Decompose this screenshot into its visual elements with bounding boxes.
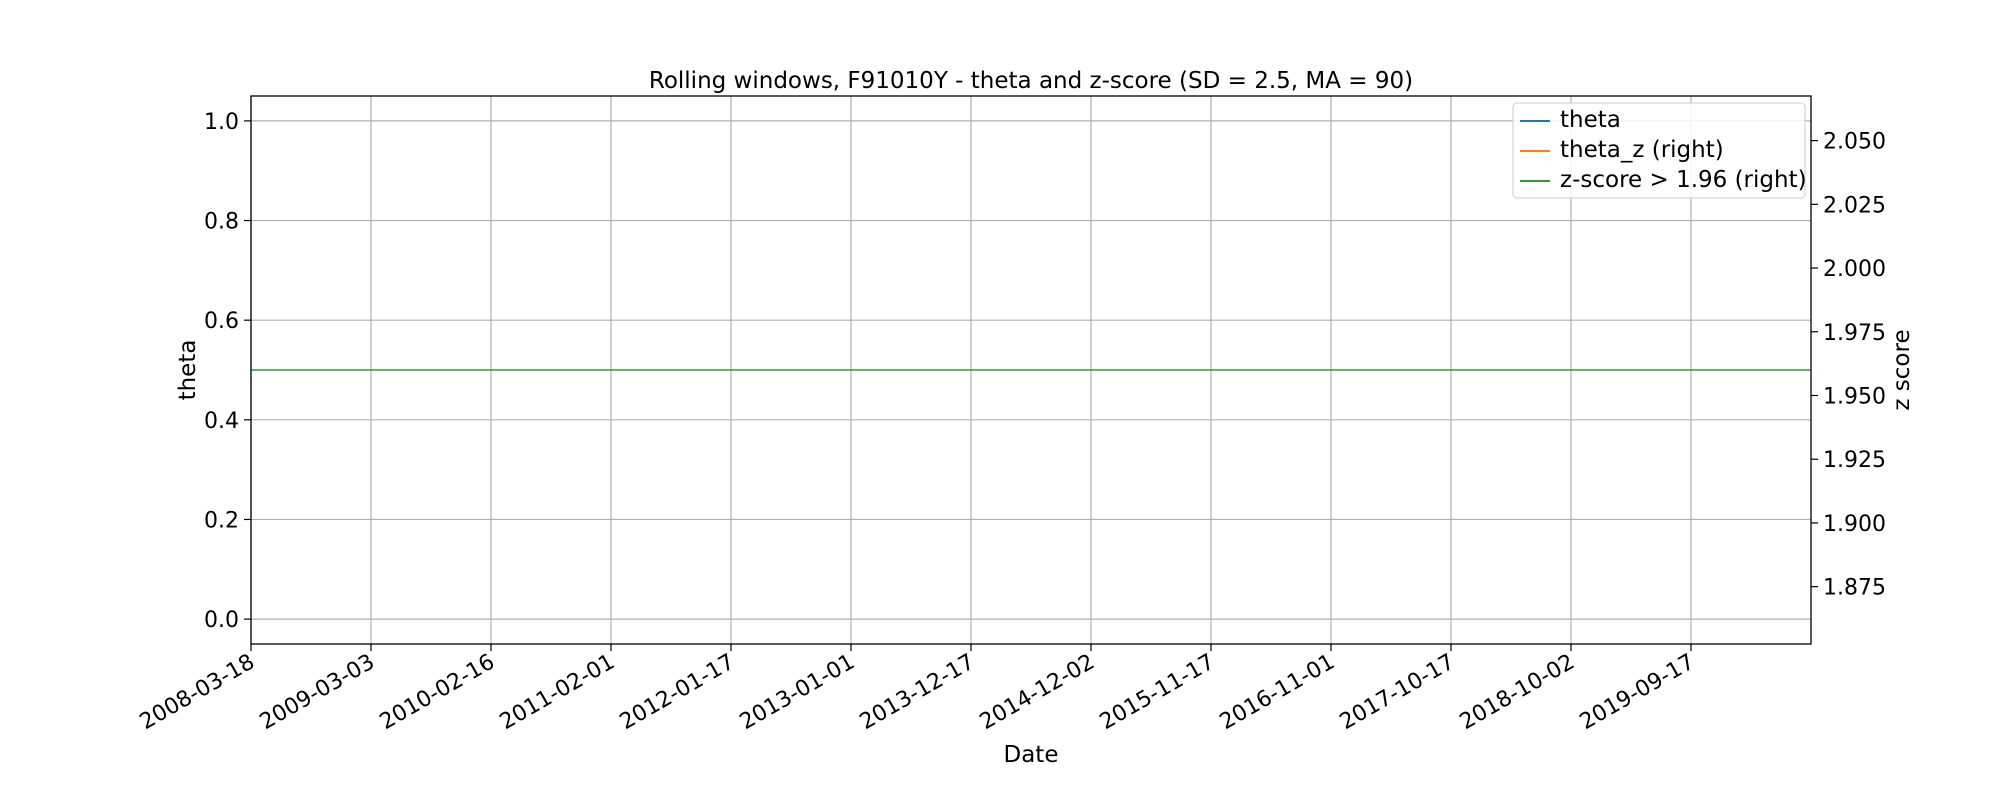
y-right-tick-label: 1.875 [1823, 576, 1886, 601]
y-right-tick-label: 1.975 [1823, 321, 1886, 346]
y-right-tick-label: 1.925 [1823, 448, 1886, 473]
x-tick-label: 2013-01-01 [736, 650, 859, 736]
y-tick-label: 1.0 [204, 110, 239, 135]
y-tick-label: 0.8 [204, 210, 239, 235]
y-right-tick-label: 2.000 [1823, 257, 1886, 282]
legend-box [1512, 102, 1806, 199]
y-right-tick-label: 1.900 [1823, 512, 1886, 537]
x-axis: 2008-03-182009-03-032010-02-162011-02-01… [136, 644, 1699, 735]
x-tick-label: 2017-10-17 [1336, 650, 1459, 736]
legend-label-z-threshold: z-score > 1.96 (right) [1560, 167, 1807, 193]
y-axis-label: theta [175, 340, 201, 401]
x-tick-label: 2009-03-03 [256, 650, 379, 736]
chart-title: Rolling windows, F91010Y - theta and z-s… [649, 68, 1413, 94]
x-tick-label: 2012-01-17 [616, 650, 739, 736]
x-tick-label: 2008-03-18 [136, 650, 259, 736]
y-right-tick-label: 2.025 [1823, 193, 1886, 218]
x-tick-label: 2018-10-02 [1456, 650, 1579, 736]
y-tick-label: 0.4 [204, 409, 239, 434]
x-tick-label: 2019-09-17 [1576, 650, 1699, 736]
x-tick-label: 2015-11-17 [1096, 650, 1219, 736]
y-tick-label: 0.6 [204, 309, 239, 334]
y-tick-label: 0.0 [204, 608, 239, 633]
x-axis-label: Date [1004, 742, 1059, 768]
y-axis-right: 1.875 1.900 1.925 1.950 1.975 2.000 2.025 2.050 [1811, 130, 1886, 601]
x-tick-label: 2016-11-01 [1216, 650, 1339, 736]
x-tick-label: 2013-12-17 [856, 650, 979, 736]
plot-frame [250, 95, 1812, 645]
legend: theta theta_z (right) z-score > 1.96 (ri… [1512, 102, 1807, 199]
legend-label-theta: theta [1560, 107, 1621, 133]
x-tick-label: 2014-12-02 [976, 650, 1099, 736]
x-tick-label: 2011-02-01 [496, 650, 619, 736]
legend-label-theta-z: theta_z (right) [1560, 137, 1724, 163]
y-tick-label: 0.2 [204, 508, 239, 533]
x-tick-label: 2010-02-16 [376, 650, 499, 736]
y-axis-left: 0.0 0.2 0.4 0.6 0.8 1.0 [204, 110, 251, 633]
y-axis-right-label: z score [1889, 329, 1915, 410]
y-right-tick-label: 2.050 [1823, 130, 1886, 155]
y-right-tick-label: 1.950 [1823, 384, 1886, 409]
